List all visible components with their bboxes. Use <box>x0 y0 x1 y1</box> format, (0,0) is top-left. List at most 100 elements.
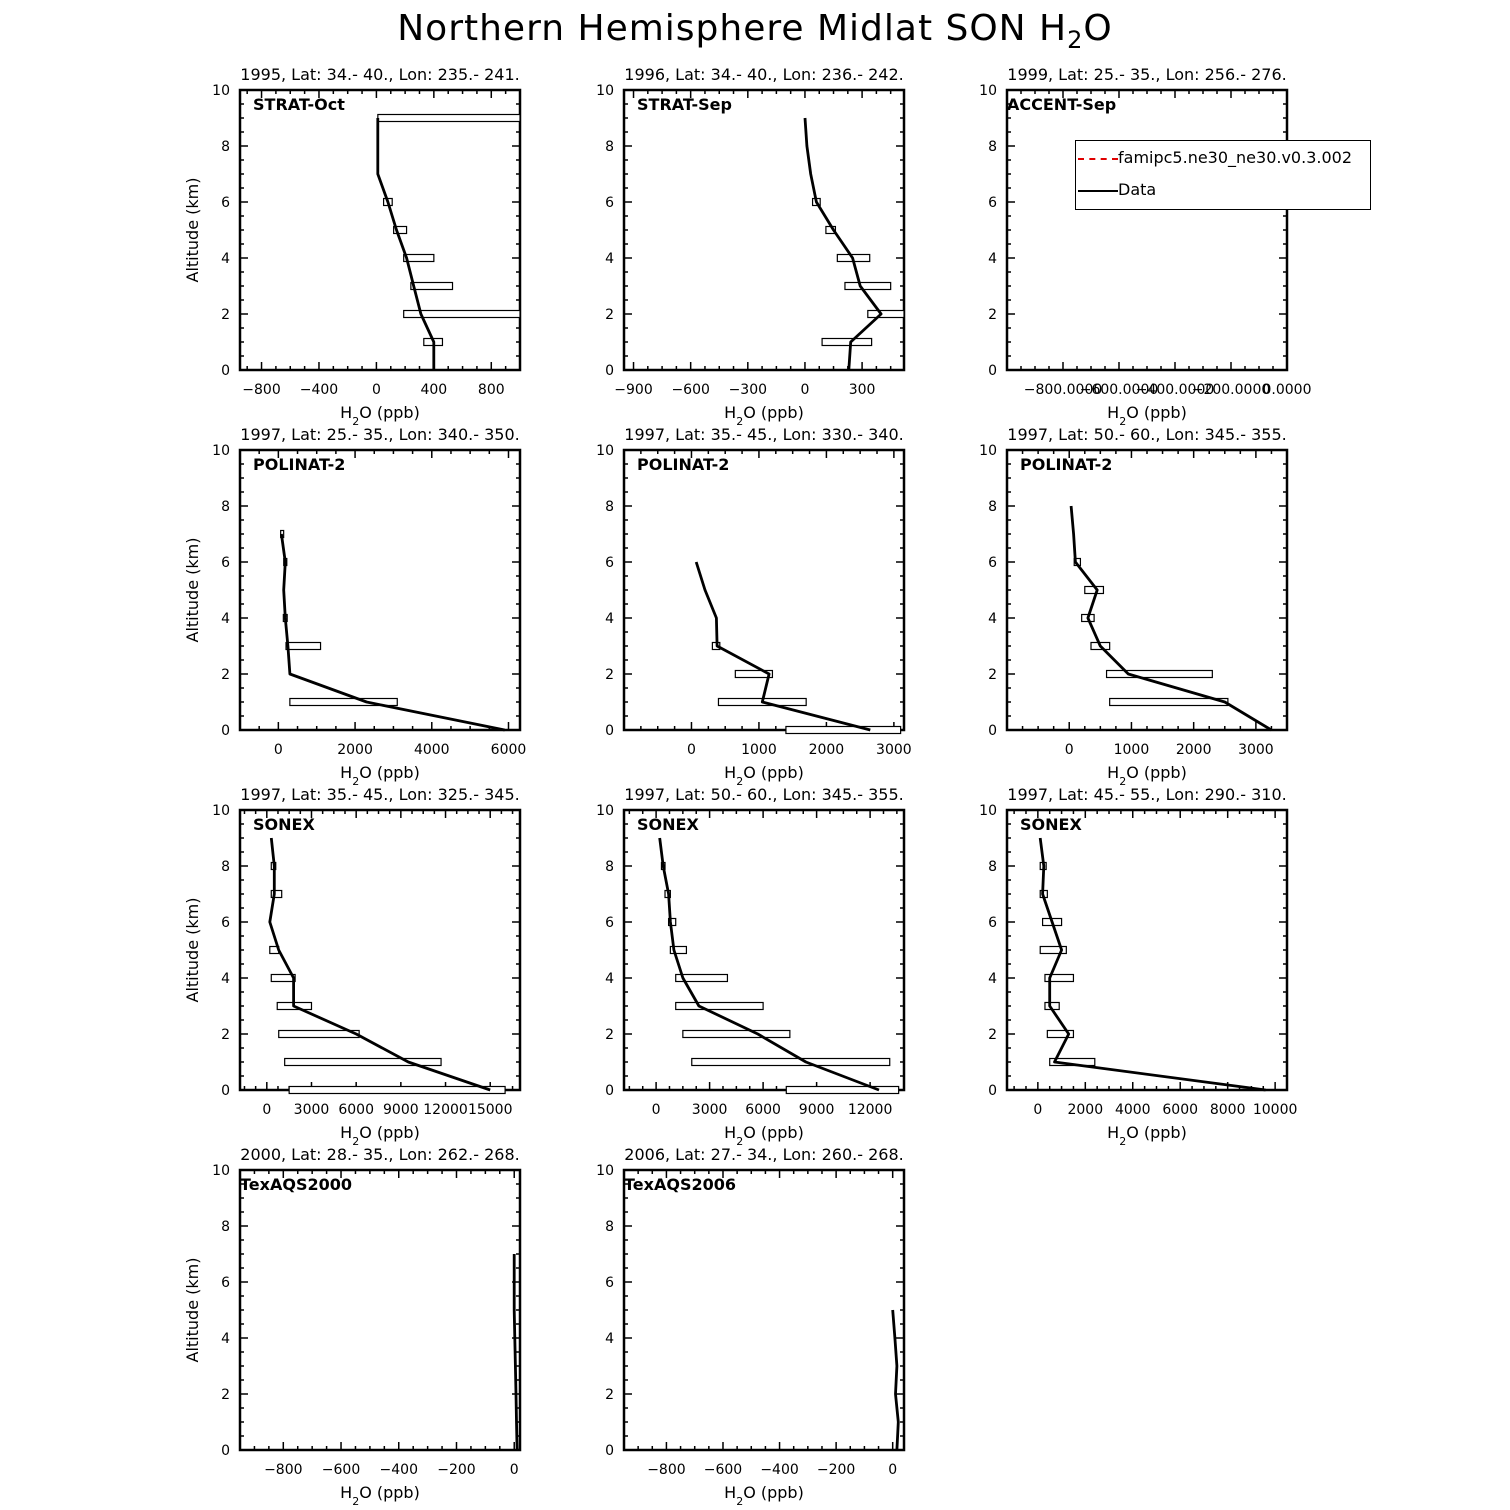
x-axis-label: H2O (ppb) <box>724 403 804 428</box>
range-box <box>1109 697 1229 707</box>
panel-title: 1997, Lat: 50.- 60., Lon: 345.- 355. <box>624 785 903 804</box>
x-axis-label: H2O (ppb) <box>340 403 420 428</box>
y-tick-label: 6 <box>605 555 614 571</box>
x-tick-label: −600.0000 <box>1080 382 1159 398</box>
y-axis-label: Altitude (km) <box>183 538 202 643</box>
x-tick-label: −600 <box>322 1462 360 1478</box>
range-box <box>785 725 902 735</box>
x-tick-label: −800.0000 <box>1024 382 1103 398</box>
panel-5: 0 2 4 6 8 10 0 1000 2000 3000 H2O (ppb) 1997, Lat: … <box>596 425 912 788</box>
x-axis-label: H2O (ppb) <box>340 763 420 788</box>
range-box <box>867 309 905 319</box>
x-tick-label: 12000 <box>423 1102 468 1118</box>
x-tick-label: −900 <box>614 382 652 398</box>
y-tick-label: 0 <box>605 1083 614 1099</box>
y-tick-label: 2 <box>988 667 997 683</box>
x-tick-label: 0 <box>800 382 809 398</box>
range-box <box>1039 945 1067 955</box>
range-box <box>682 1029 791 1039</box>
x-tick-label: 3000 <box>1238 742 1274 758</box>
x-tick-label: 3000 <box>692 1102 728 1118</box>
y-tick-label: 2 <box>605 1027 614 1043</box>
data-profile-line <box>891 1309 900 1451</box>
x-tick-label: −200 <box>817 1462 855 1478</box>
range-box <box>1044 973 1075 983</box>
x-tick-label: −400 <box>380 1462 418 1478</box>
x-tick-label: −200.0000 <box>1192 382 1271 398</box>
panel-11: 0 2 4 6 8 10 −800 −600 −400 −200 0 H2O (ppb) 2006, L… <box>596 1145 906 1508</box>
range-box <box>403 253 435 263</box>
plot-frame <box>622 808 906 1092</box>
x-tick-label: 0 <box>274 742 283 758</box>
x-tick-label: −800 <box>264 1462 302 1478</box>
panel-title: 1999, Lat: 25.- 35., Lon: 256.- 276. <box>1007 65 1286 84</box>
panel-title: 2000, Lat: 28.- 35., Lon: 262.- 268. <box>240 1145 519 1164</box>
x-axis-label: H2O (ppb) <box>340 1483 420 1508</box>
y-tick-label: 10 <box>596 1163 614 1179</box>
range-box <box>289 697 398 707</box>
y-tick-label: 6 <box>988 915 997 931</box>
legend-item-model: famipc5.ne30_ne30.v0.3.002 <box>1076 148 1366 169</box>
panel-title: 1996, Lat: 34.- 40., Lon: 236.- 242. <box>624 65 903 84</box>
x-tick-label: 400 <box>420 382 447 398</box>
range-box <box>785 1085 900 1095</box>
x-tick-label: 12000 <box>848 1102 893 1118</box>
plot-frame <box>622 88 906 372</box>
x-tick-label: 3000 <box>876 742 912 758</box>
y-tick-label: 2 <box>988 307 997 323</box>
data-profile-line <box>1069 505 1273 732</box>
y-tick-label: 8 <box>605 139 614 155</box>
y-tick-label: 0 <box>988 363 997 379</box>
data-profile-line <box>376 118 436 370</box>
x-tick-label: 3000 <box>294 1102 330 1118</box>
range-box <box>270 889 283 899</box>
y-tick-label: 10 <box>979 443 997 459</box>
y-tick-label: 2 <box>221 1387 230 1403</box>
campaign-label: ACCENT-Sep <box>1007 95 1116 114</box>
y-tick-label: 10 <box>212 1163 230 1179</box>
y-tick-label: 0 <box>988 1083 997 1099</box>
range-box <box>669 945 688 955</box>
x-tick-label: −800 <box>242 382 280 398</box>
range-box <box>403 309 521 319</box>
x-tick-label: 1000 <box>741 742 777 758</box>
y-tick-label: 0 <box>221 1083 230 1099</box>
range-box <box>270 973 296 983</box>
data-profile-line <box>658 837 880 1092</box>
y-tick-label: 4 <box>988 611 997 627</box>
y-tick-label: 0 <box>221 1443 230 1459</box>
campaign-label: SONEX <box>253 815 315 834</box>
data-profile-line <box>803 117 883 371</box>
campaign-label: STRAT-Sep <box>637 95 732 114</box>
y-tick-label: 8 <box>988 499 997 515</box>
plot-frame <box>1005 88 1289 372</box>
x-tick-label: 0 <box>888 1462 897 1478</box>
range-box <box>377 113 521 123</box>
campaign-label: TexAQS2000 <box>240 1175 352 1194</box>
y-tick-label: 4 <box>605 611 614 627</box>
x-axis-label: H2O (ppb) <box>1107 403 1187 428</box>
y-axis-label: Altitude (km) <box>183 898 202 1003</box>
x-tick-label: 800 <box>478 382 505 398</box>
campaign-label: POLINAT-2 <box>253 455 345 474</box>
y-tick-label: 8 <box>605 859 614 875</box>
range-box <box>1105 669 1213 679</box>
y-axis-label: Altitude (km) <box>183 1258 202 1363</box>
x-tick-label: −400 <box>760 1462 798 1478</box>
x-axis-label: H2O (ppb) <box>724 763 804 788</box>
x-axis-label: H2O (ppb) <box>1107 763 1187 788</box>
panel-title: 1997, Lat: 35.- 45., Lon: 325.- 345. <box>240 785 519 804</box>
range-box <box>1046 1029 1075 1039</box>
y-axis-label: Altitude (km) <box>183 178 202 283</box>
campaign-label: SONEX <box>637 815 699 834</box>
range-box <box>734 669 774 679</box>
y-tick-label: 2 <box>221 667 230 683</box>
panel-10: 0 2 4 6 8 10 −800 −600 −400 −200 0 H2O (ppb) Altitud… <box>183 1145 522 1508</box>
plot-frame <box>1005 448 1289 732</box>
panel-9: 0 2 4 6 8 10 0 2000 4000 6000 8000 10000 H2O (ppb) 19… <box>979 785 1297 1148</box>
campaign-label: STRAT-Oct <box>253 95 345 114</box>
y-tick-label: 6 <box>221 555 230 571</box>
y-tick-label: 4 <box>221 611 230 627</box>
y-tick-label: 8 <box>605 1219 614 1235</box>
panel-title: 1995, Lat: 34.- 40., Lon: 235.- 241. <box>240 65 519 84</box>
